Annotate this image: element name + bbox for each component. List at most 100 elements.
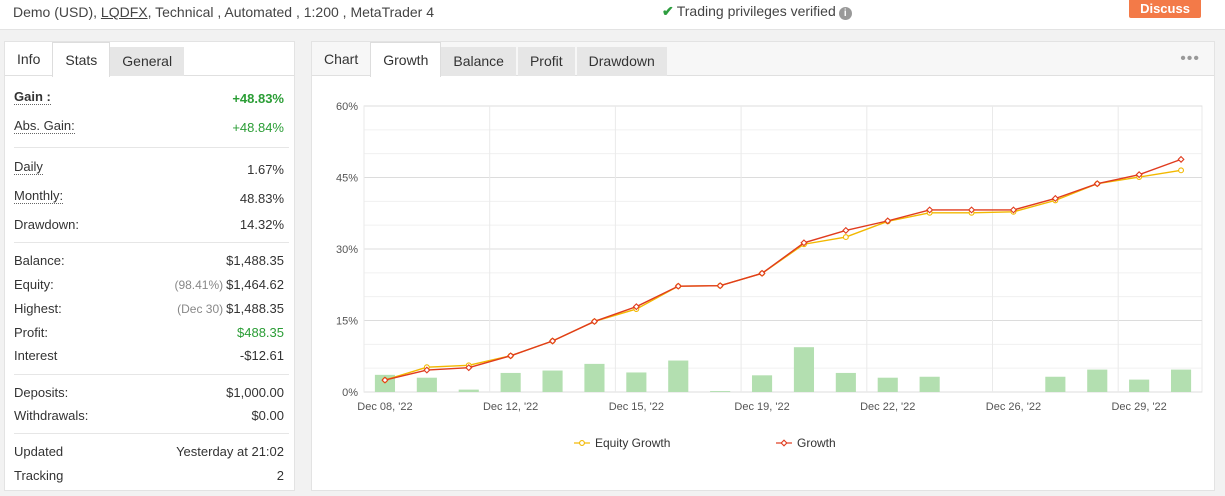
tab-balance[interactable]: Balance [441, 47, 516, 76]
x-tick-label: Dec 19, '22 [734, 401, 789, 413]
tab-profit[interactable]: Profit [517, 47, 575, 76]
profit-label: Profit: [14, 325, 48, 340]
daily-gain-bar[interactable] [835, 372, 856, 392]
daily-gain-bar[interactable] [542, 370, 563, 392]
growth-point[interactable] [465, 364, 473, 372]
daily-gain-bar[interactable] [1045, 376, 1066, 392]
abs-gain-label[interactable]: Abs. Gain: [14, 118, 75, 134]
daily-gain-bar[interactable] [458, 389, 479, 392]
daily-gain-bar[interactable] [793, 347, 815, 392]
tab-info[interactable]: Info [5, 42, 53, 75]
deposits-label: Deposits: [14, 385, 69, 400]
divider [14, 374, 289, 375]
growth-point[interactable] [1009, 206, 1018, 214]
stats-panel: Info Stats General Gain : +48.83% Abs. G… [4, 41, 295, 491]
x-tick-label: Dec 12, '22 [483, 401, 538, 413]
tab-general[interactable]: General [110, 47, 185, 76]
interest-value: -$12.61 [239, 348, 284, 363]
stats-tabs: Info Stats General [5, 42, 294, 77]
gain-value: +48.83% [232, 91, 284, 106]
checkmark-icon: ✔ [662, 3, 674, 19]
highest-value-wrap: (Dec 30) $1,488.35 [177, 301, 284, 316]
updated-value: Yesterday at 21:02 [176, 444, 284, 459]
x-tick-label: Dec 29, '22 [1111, 401, 1166, 413]
tab-growth[interactable]: Growth [370, 42, 442, 77]
daily-gain-bar[interactable] [751, 375, 773, 392]
legend-label[interactable]: Equity Growth [595, 436, 670, 450]
discuss-button[interactable]: Discuss [1129, 0, 1201, 18]
tab-chart[interactable]: Chart [312, 42, 371, 75]
growth-point[interactable] [758, 269, 766, 277]
equity-growth-point[interactable] [842, 234, 849, 241]
more-dots-icon[interactable]: ••• [1180, 50, 1200, 67]
daily-gain-bar[interactable] [500, 372, 521, 392]
growth-point[interactable] [590, 317, 599, 326]
legend-label[interactable]: Growth [797, 436, 836, 450]
legend-marker-circle [579, 440, 585, 446]
balance-value: $1,488.35 [226, 253, 284, 268]
growth-point[interactable] [842, 226, 850, 234]
y-tick-label: 60% [336, 101, 358, 113]
daily-value: 1.67% [247, 162, 284, 177]
verified-text: Trading privileges verified [676, 3, 836, 19]
chart-tabs: Chart Growth Balance Profit Drawdown [312, 42, 1214, 77]
highest-date: (Dec 30) [177, 302, 224, 316]
growth-point[interactable] [1135, 171, 1143, 179]
daily-gain-bar[interactable] [919, 376, 940, 392]
growth-line [384, 158, 1182, 381]
equity-growth-point[interactable] [1178, 167, 1184, 174]
daily-gain-bar[interactable] [584, 363, 605, 392]
growth-point[interactable] [507, 352, 515, 360]
daily-label[interactable]: Daily [14, 159, 43, 175]
growth-point[interactable] [632, 303, 640, 311]
interest-label: Interest [14, 348, 58, 363]
growth-point[interactable] [716, 282, 724, 290]
info-icon[interactable]: i [838, 7, 852, 20]
drawdown-label: Drawdown: [14, 217, 80, 232]
x-tick-label: Dec 08, '22 [357, 401, 412, 413]
daily-gain-bar[interactable] [1170, 369, 1192, 392]
account-summary-bar: Demo (USD), LQDFX, Technical , Automated… [0, 0, 1225, 30]
balance-label: Balance: [14, 253, 65, 268]
account-details: , Technical , Automated , 1:200 , MetaTr… [147, 4, 434, 20]
account-meta: Demo (USD), LQDFX, Technical , Automated… [13, 4, 434, 20]
growth-point[interactable] [967, 206, 976, 214]
y-tick-label: 30% [336, 244, 358, 256]
divider [14, 147, 289, 148]
growth-point[interactable] [1093, 180, 1101, 188]
equity-value-wrap: (98.41%) $1,464.62 [174, 277, 284, 292]
growth-point[interactable] [423, 366, 431, 374]
growth-point[interactable] [884, 217, 892, 225]
legend-marker-diamond [780, 439, 788, 447]
daily-gain-bar[interactable] [1129, 379, 1150, 392]
daily-gain-bar[interactable] [668, 360, 689, 392]
growth-point[interactable] [1051, 194, 1059, 203]
gain-label[interactable]: Gain : [14, 89, 51, 105]
growth-point[interactable] [800, 239, 808, 247]
equity-value: $1,464.62 [226, 277, 284, 292]
daily-gain-bar[interactable] [877, 377, 898, 392]
tab-drawdown[interactable]: Drawdown [576, 47, 667, 76]
divider [14, 433, 289, 434]
x-tick-label: Dec 22, '22 [860, 401, 915, 413]
daily-gain-bar[interactable] [626, 372, 647, 392]
highest-value: $1,488.35 [226, 301, 284, 316]
growth-point[interactable] [926, 206, 934, 214]
growth-point[interactable] [1177, 155, 1185, 163]
tab-stats[interactable]: Stats [52, 42, 111, 77]
y-tick-label: 45% [336, 173, 358, 185]
daily-gain-bar[interactable] [710, 391, 731, 392]
broker-link[interactable]: LQDFX [100, 4, 148, 20]
growth-point[interactable] [674, 282, 682, 290]
equity-label: Equity: [14, 277, 54, 292]
y-tick-label: 0% [342, 387, 358, 399]
monthly-label[interactable]: Monthly: [14, 188, 64, 204]
growth-point[interactable] [548, 337, 557, 345]
abs-gain-value: +48.84% [232, 120, 284, 135]
withdrawals-label: Withdrawals: [14, 408, 89, 423]
growth-point[interactable] [381, 376, 389, 384]
x-tick-label: Dec 15, '22 [609, 401, 664, 413]
daily-gain-bar[interactable] [1087, 369, 1108, 392]
daily-gain-bar[interactable] [416, 377, 437, 392]
withdrawals-value: $0.00 [251, 408, 284, 423]
